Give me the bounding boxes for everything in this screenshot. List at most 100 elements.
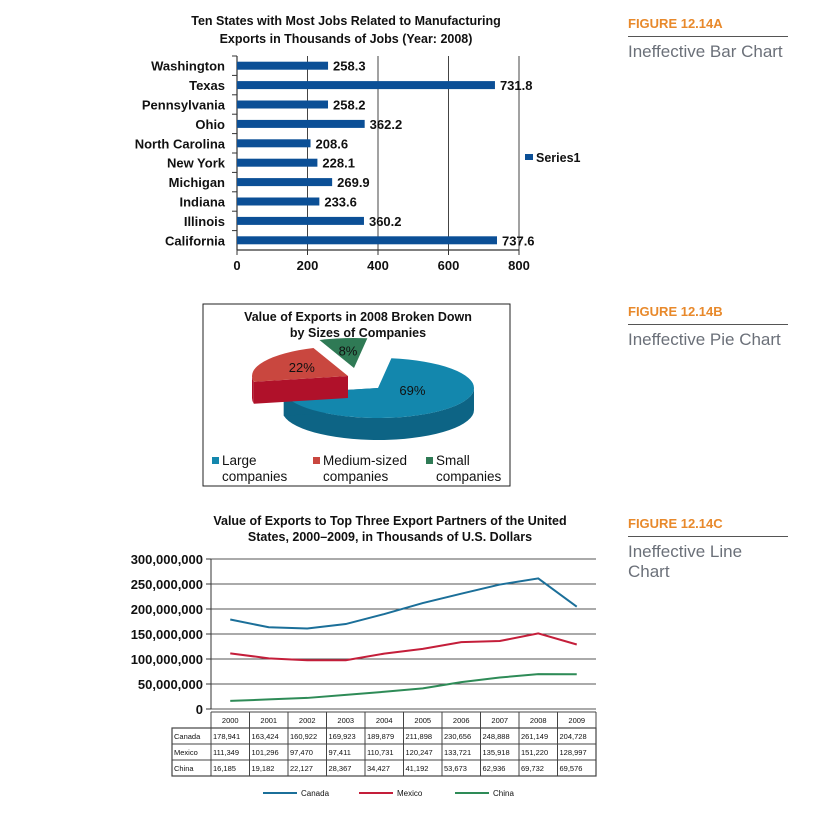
table-cell: 128,997 <box>560 748 587 757</box>
category-label: Illinois <box>184 214 225 229</box>
table-cell: 28,367 <box>329 764 352 773</box>
slice-label: 8% <box>339 344 358 359</box>
slice-label: 69% <box>399 383 425 398</box>
data-label: 208.6 <box>316 136 349 151</box>
pie-chart-title: by Sizes of Companies <box>290 326 426 340</box>
y-tick-label: 0 <box>196 702 203 717</box>
category-label: North Carolina <box>135 136 226 151</box>
legend-label: Large <box>222 453 257 468</box>
table-cell: 53,673 <box>444 764 467 773</box>
line-chart-title: States, 2000–2009, in Thousands of U.S. … <box>248 530 532 544</box>
pie-slice-side <box>283 388 475 441</box>
legend-label: Canada <box>301 789 330 798</box>
data-label: 269.9 <box>337 175 370 190</box>
data-label: 233.6 <box>324 195 357 210</box>
legend-label: Medium-sized <box>323 453 407 468</box>
y-tick-label: 250,000,000 <box>131 577 203 592</box>
category-label: New York <box>167 156 226 171</box>
table-cell: 97,470 <box>290 748 313 757</box>
bar-chart-title: Exports in Thousands of Jobs (Year: 2008… <box>220 32 473 46</box>
table-header: 2004 <box>376 716 393 725</box>
table-cell: 178,941 <box>213 732 240 741</box>
figure-label: FIGURE 12.14B <box>628 304 788 325</box>
table-header: 2000 <box>222 716 239 725</box>
bar <box>237 119 365 128</box>
table-cell: 111,349 <box>213 748 239 757</box>
y-tick-label: 50,000,000 <box>138 677 203 692</box>
table-row-label: China <box>174 764 194 773</box>
series-line-china <box>230 673 577 702</box>
category-label: Texas <box>189 78 225 93</box>
table-header: 2009 <box>568 716 585 725</box>
table-cell: 133,721 <box>444 748 471 757</box>
table-header: 2003 <box>337 716 354 725</box>
x-tick-label: 200 <box>297 258 319 273</box>
table-header: 2002 <box>299 716 316 725</box>
table-header: 2008 <box>530 716 547 725</box>
table-header: 2006 <box>453 716 470 725</box>
table-header: 2005 <box>414 716 431 725</box>
table-cell: 261,149 <box>521 732 548 741</box>
legend-label: companies <box>323 469 389 484</box>
table-cell: 189,879 <box>367 732 394 741</box>
figure-caption: Ineffective Pie Chart <box>628 330 781 349</box>
bar <box>237 61 329 70</box>
table-cell: 34,427 <box>367 764 390 773</box>
table-row-label: Canada <box>174 732 201 741</box>
figure-label: FIGURE 12.14A <box>628 16 788 37</box>
x-tick-label: 0 <box>233 258 240 273</box>
category-label: Washington <box>151 59 225 74</box>
bar <box>237 100 329 109</box>
pie-slice <box>251 348 348 382</box>
legend-swatch <box>426 457 433 464</box>
legend-swatch <box>525 154 533 160</box>
pie-slice <box>319 338 368 368</box>
legend-label: Mexico <box>397 789 423 798</box>
table-cell: 163,424 <box>252 732 279 741</box>
bar <box>237 81 495 90</box>
data-label: 362.2 <box>370 117 403 132</box>
pie-slice <box>283 358 474 419</box>
table-cell: 97,411 <box>329 748 351 757</box>
table-cell: 110,731 <box>367 748 394 757</box>
table-header: 2007 <box>491 716 508 725</box>
data-label: 258.3 <box>333 59 366 74</box>
figure-12-14c-caption: FIGURE 12.14C Ineffective Line Chart <box>628 516 788 582</box>
figure-label: FIGURE 12.14C <box>628 516 788 537</box>
table-cell: 120,247 <box>406 748 433 757</box>
bar <box>237 197 320 206</box>
category-label: California <box>165 233 226 248</box>
table-cell: 41,192 <box>406 764 429 773</box>
legend-label: Small <box>436 453 470 468</box>
bar <box>237 178 333 187</box>
data-label: 360.2 <box>369 214 402 229</box>
table-cell: 135,918 <box>483 748 510 757</box>
y-tick-label: 200,000,000 <box>131 602 203 617</box>
table-cell: 248,888 <box>483 732 510 741</box>
legend-label: companies <box>222 469 288 484</box>
table-header: 2001 <box>260 716 277 725</box>
series-line-mexico <box>230 632 578 662</box>
table-cell: 62,936 <box>483 764 506 773</box>
bar-chart-title: Ten States with Most Jobs Related to Man… <box>191 14 501 28</box>
bar <box>237 216 364 225</box>
pie-chart-title: Value of Exports in 2008 Broken Down <box>244 310 472 324</box>
table-row-label: Mexico <box>174 748 198 757</box>
data-label: 228.1 <box>322 156 355 171</box>
legend-label: Series1 <box>536 151 581 165</box>
table-cell: 69,732 <box>521 764 544 773</box>
table-cell: 69,576 <box>560 764 583 773</box>
category-label: Indiana <box>179 195 225 210</box>
x-tick-label: 800 <box>508 258 530 273</box>
table-cell: 204,728 <box>560 732 587 741</box>
table-cell: 169,923 <box>329 732 356 741</box>
y-tick-label: 150,000,000 <box>131 627 203 642</box>
series-line-canada <box>230 577 578 630</box>
table-cell: 211,898 <box>406 732 433 741</box>
table-cell: 22,127 <box>290 764 313 773</box>
table-cell: 16,185 <box>213 764 236 773</box>
pie-slice-side <box>252 376 254 404</box>
category-label: Pennsylvania <box>142 98 226 113</box>
table-cell: 19,182 <box>252 764 275 773</box>
